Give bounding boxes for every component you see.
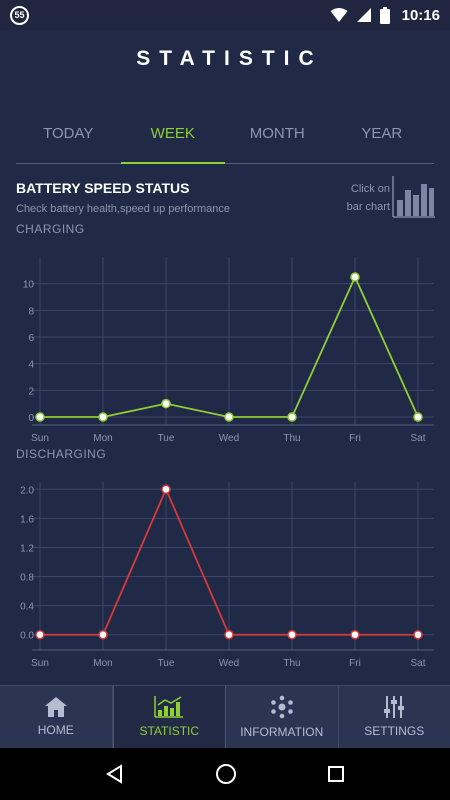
discharging-xtick-label: Sat: [410, 658, 425, 669]
charging-grid: [32, 257, 434, 425]
nav-statistic[interactable]: STATISTIC: [112, 686, 226, 748]
discharging-data-point[interactable]: [98, 629, 108, 640]
home-icon: [44, 697, 67, 717]
discharging-data-point[interactable]: [224, 629, 234, 640]
status-bar: 55 10:16: [0, 0, 450, 30]
charging-ytick-label: 4: [28, 360, 34, 371]
charging-xtick-label: Sat: [410, 433, 425, 444]
charging-ytick-label: 6: [28, 333, 34, 344]
nav-information[interactable]: INFORMATION: [226, 686, 339, 748]
charging-data-point[interactable]: [35, 412, 45, 422]
discharging-data-point[interactable]: [413, 629, 423, 640]
charging-xtick-label: Mon: [93, 433, 112, 444]
status-icons: 10:16: [330, 6, 440, 24]
notification-badge: 55: [10, 5, 29, 25]
discharging-ytick-label: 0.0: [20, 631, 34, 642]
tab-today[interactable]: TODAY: [43, 125, 94, 142]
charging-xtick-label: Wed: [219, 433, 239, 444]
discharging-xtick-label: Fri: [349, 658, 361, 669]
charging-data-point[interactable]: [161, 398, 171, 409]
charging-data-point[interactable]: [287, 412, 297, 422]
recents-icon[interactable]: [327, 765, 345, 783]
discharging-data-point[interactable]: [287, 629, 297, 640]
charging-xtick-label: Tue: [158, 433, 175, 444]
nav-information-label: INFORMATION: [240, 725, 324, 739]
nav-settings-label: SETTINGS: [364, 724, 425, 738]
page-title: STATISTIC: [136, 47, 323, 70]
discharging-data-point[interactable]: [161, 484, 171, 495]
charging-data-point[interactable]: [224, 412, 234, 422]
charging-chart: 0 2 4 6 8 10 Sun Mon Tue Wed Thu Fri Sat: [23, 257, 434, 444]
statistic-icon: [154, 696, 184, 718]
charging-xtick-label: Fri: [349, 433, 361, 444]
discharging-ytick-label: 1.2: [20, 543, 34, 554]
signal-icon: [356, 8, 371, 22]
discharging-label: DISCHARGING: [16, 447, 107, 461]
discharging-ytick-label: 2.0: [20, 485, 34, 496]
charging-ytick-label: 0: [28, 413, 34, 424]
battery-icon: [379, 6, 390, 24]
tab-year[interactable]: YEAR: [361, 125, 403, 142]
discharging-chart: 0.0 0.4 0.8 1.2 1.6 2.0 Sun Mon Tue Wed Thu Fri Sat: [20, 482, 434, 669]
nav-home[interactable]: HOME: [0, 686, 113, 748]
discharging-xtick-label: Sun: [31, 658, 49, 669]
information-icon: [270, 695, 293, 719]
charging-ytick-label: 8: [28, 306, 34, 317]
charging-ytick-label: 2: [28, 386, 34, 397]
settings-icon: [384, 696, 405, 718]
tab-week[interactable]: WEEK: [120, 110, 226, 164]
wifi-icon: [330, 8, 348, 22]
discharging-ytick-label: 1.6: [20, 514, 34, 525]
section-subheading: Check battery health,speed up performanc…: [16, 203, 231, 215]
discharging-ytick-label: 0.4: [20, 602, 34, 613]
charging-data-point[interactable]: [413, 412, 423, 422]
charging-data-point[interactable]: [98, 412, 108, 422]
section-heading: BATTERY SPEED STATUS: [16, 180, 190, 196]
back-icon[interactable]: [105, 764, 125, 784]
charging-ytick-label: 10: [23, 280, 35, 291]
charging-data-point[interactable]: [350, 272, 360, 282]
tab-month[interactable]: MONTH: [249, 125, 305, 142]
hint-line-1: Click on: [350, 183, 390, 195]
discharging-xtick-label: Mon: [93, 658, 112, 669]
clock: 10:16: [401, 6, 440, 24]
discharging-xtick-label: Wed: [219, 658, 239, 669]
charging-xtick-label: Thu: [283, 433, 300, 444]
hint-line-2: bar chart: [346, 201, 390, 213]
discharging-data-point[interactable]: [35, 629, 45, 640]
charging-label: CHARGING: [16, 222, 85, 236]
discharging-xtick-label: Tue: [158, 658, 175, 669]
discharging-grid: [32, 482, 434, 650]
bar-chart-hint: Click on bar chart: [318, 180, 390, 216]
nav-home-label: HOME: [37, 723, 74, 737]
nav-statistic-label: STATISTIC: [139, 724, 200, 738]
home-circle-icon[interactable]: [215, 763, 237, 785]
nav-settings[interactable]: SETTINGS: [339, 686, 450, 748]
period-tabs: TODAY WEEK MONTH YEAR: [16, 110, 434, 164]
bottom-navigation: HOME STATISTIC INFORMATION: [0, 685, 450, 748]
discharging-data-point[interactable]: [350, 629, 360, 640]
system-navigation-bar: [0, 748, 450, 800]
discharging-xtick-label: Thu: [283, 658, 300, 669]
charging-xtick-label: Sun: [31, 433, 49, 444]
bar-chart-icon[interactable]: [392, 176, 436, 218]
discharging-ytick-label: 0.8: [20, 573, 34, 584]
